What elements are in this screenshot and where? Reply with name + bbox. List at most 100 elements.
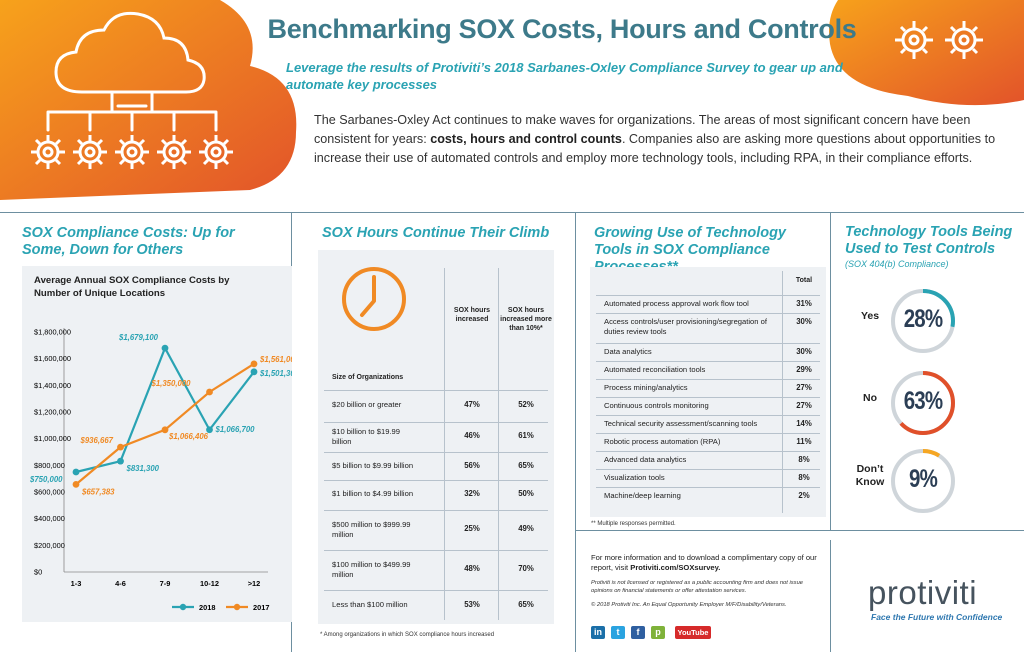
table-cell-increased: 25%: [464, 524, 480, 533]
donut-chart: [891, 449, 955, 513]
tools-row-label: Automated process approval work flow too…: [604, 299, 749, 308]
column-divider: [498, 268, 499, 620]
tools-row-value: 8%: [798, 455, 810, 464]
tools-row-value: 31%: [796, 299, 812, 308]
tools-row-value: 11%: [796, 437, 812, 446]
tools-table: Total Automated process approval work flo…: [590, 267, 826, 517]
row-divider: [324, 452, 548, 453]
row-divider: [324, 390, 548, 391]
donut-chart: [891, 289, 955, 353]
data-point-2017: [206, 388, 213, 396]
row-divider: [596, 313, 820, 314]
donut-group: Yes 28% No 63% Don’t Know 9%: [840, 270, 1024, 513]
row-divider: [596, 397, 820, 398]
donut-arc: [891, 371, 955, 435]
pinterest-icon[interactable]: p: [651, 626, 665, 639]
data-point-2017: [250, 360, 258, 368]
tools-row-value: 27%: [796, 401, 812, 410]
row-divider: [324, 510, 548, 511]
tools-row-label: Technical security assessment/scanning t…: [604, 419, 758, 428]
row-divider: [324, 590, 548, 591]
hours-table: SOX hours increased SOX hours increased m…: [318, 250, 554, 624]
donut-value: 63%: [903, 387, 943, 415]
tools-row-value: 30%: [796, 317, 812, 326]
linkedin-icon[interactable]: in: [591, 626, 605, 639]
table-cell-increased: 32%: [464, 489, 480, 498]
table-cell-increased-10: 61%: [518, 431, 534, 440]
survey-link[interactable]: Protiviti.com/SOXsurvey.: [630, 563, 721, 572]
data-label-2018: $831,300: [126, 464, 160, 473]
costs-section-title: SOX Compliance Costs: Up for Some, Down …: [22, 225, 235, 258]
tools-row-label: Automated reconciliation tools: [604, 365, 706, 374]
tools-row-value: 27%: [796, 383, 812, 392]
donut-arc: [891, 289, 955, 353]
table-cell-increased: 46%: [464, 431, 480, 440]
col-header-total: Total: [795, 277, 813, 284]
brand-tagline: Face the Future with Confidence: [871, 612, 1003, 622]
col-header-increased: SOX hours increased: [453, 307, 491, 323]
divider-3: [830, 212, 831, 530]
table-cell-increased: 56%: [464, 461, 480, 470]
disclaimer-text: Protiviti is not licensed or registered …: [591, 580, 804, 594]
row-divider: [596, 487, 820, 488]
facebook-icon[interactable]: f: [631, 626, 645, 639]
row-divider: [596, 469, 820, 470]
intro-emphasis: costs, hours and control counts: [430, 132, 622, 146]
divider-4: [830, 540, 831, 652]
x-tick-label: 4-6: [115, 579, 126, 588]
tools-row-label: Access controls/user provisioning/segreg…: [604, 317, 767, 336]
tools-row-label: Visualization tools: [604, 473, 665, 482]
y-tick-label: $600,000: [34, 488, 65, 497]
data-point-2018: [206, 426, 213, 434]
table-cell-increased-10: 65%: [518, 461, 534, 470]
donut-label: No: [863, 392, 877, 404]
table-cell-increased-10: 65%: [518, 600, 534, 609]
tools-row-value: 30%: [796, 347, 812, 356]
y-tick-label: $1,600,000: [34, 354, 71, 363]
table-cell-increased-10: 70%: [518, 564, 534, 573]
y-tick-label: $0: [34, 568, 42, 577]
row-divider: [596, 415, 820, 416]
brand-logo: protiviti: [868, 574, 978, 611]
table-cell-increased: 47%: [464, 400, 480, 409]
data-point-2018: [72, 468, 80, 476]
social-links: in t f p YouTube: [591, 626, 831, 640]
donut-chart: [891, 371, 955, 435]
table-row-label: $500 million to $999.99 million: [332, 520, 411, 539]
table-row-label: Less than $100 million: [332, 600, 408, 609]
row-divider: [324, 422, 548, 423]
table-row-label: $10 billion to $19.99 billion: [332, 427, 400, 446]
testing-subtitle: (SOX 404(b) Compliance): [845, 259, 949, 269]
youtube-icon[interactable]: YouTube: [675, 626, 711, 639]
more-info-text: For more information and to download a c…: [591, 553, 817, 572]
divider-2: [575, 212, 576, 652]
row-divider: [324, 480, 548, 481]
data-point-2018: [250, 368, 258, 376]
row-divider: [596, 451, 820, 452]
row-divider: [596, 433, 820, 434]
tools-row-value: 14%: [796, 419, 812, 428]
page-subtitle: Leverage the results of Protiviti’s 2018…: [286, 60, 843, 92]
gears-icon: [829, 0, 1024, 106]
data-label-2017: $1,561,000: [259, 355, 292, 364]
data-label-2018: $750,000: [29, 475, 63, 484]
chart-title: Average Annual SOX Compliance Costs by N…: [34, 275, 230, 299]
data-label-2017: $1,066,406: [168, 432, 209, 441]
intro-paragraph: The Sarbanes-Oxley Act continues to make…: [314, 113, 996, 165]
twitter-icon[interactable]: t: [611, 626, 625, 639]
costs-chart-panel: [22, 266, 292, 622]
tools-row-label: Data analytics: [604, 347, 652, 356]
tools-row-label: Robotic process automation (RPA): [604, 437, 721, 446]
y-tick-label: $1,400,000: [34, 381, 71, 390]
tools-table-panel: [590, 267, 826, 517]
data-point-2017: [117, 443, 124, 451]
data-label-2018: $1,066,700: [215, 425, 256, 434]
x-tick-label: 1-3: [71, 579, 82, 588]
y-tick-label: $1,000,000: [34, 434, 71, 443]
data-label-2017: $657,383: [81, 487, 115, 496]
tools-row-label: Continuous controls monitoring: [604, 401, 709, 410]
row-divider: [596, 295, 820, 296]
data-point-2018: [161, 344, 169, 352]
header-divider: [0, 212, 1024, 213]
table-row-label: $1 billion to $4.99 billion: [332, 489, 414, 498]
